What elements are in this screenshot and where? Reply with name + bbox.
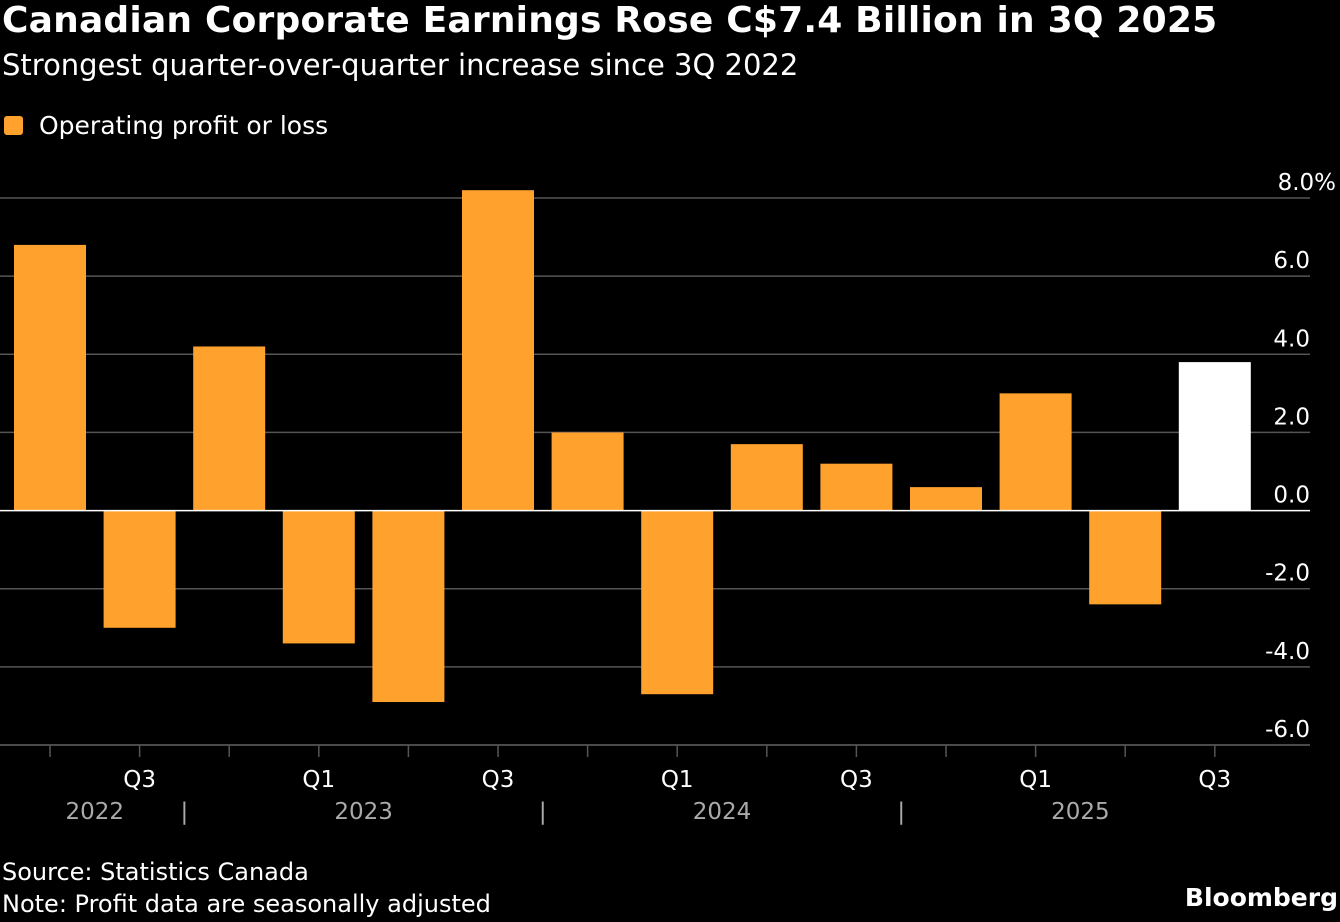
legend: Operating profit or loss [4, 111, 328, 140]
x-tick-label: Q3 [840, 767, 873, 793]
x-tick-label: Q1 [661, 767, 694, 793]
x-tick-label: Q3 [1198, 767, 1231, 793]
year-separator: | [181, 799, 189, 825]
year-separator: | [897, 799, 905, 825]
year-label: 2025 [1051, 799, 1110, 825]
chart-subtitle: Strongest quarter-over-quarter increase … [2, 48, 799, 82]
bar [1178, 362, 1251, 511]
year-label: 2022 [66, 799, 125, 825]
y-tick-label: -6.0 [1265, 717, 1310, 743]
y-tick-label: -4.0 [1265, 639, 1310, 665]
source-note: Source: Statistics Canada [2, 858, 309, 886]
x-tick-label: Q3 [123, 767, 156, 793]
y-tick-label: 2.0 [1273, 404, 1310, 430]
bar [193, 346, 266, 511]
bar [641, 510, 714, 695]
year-separator: | [539, 799, 547, 825]
footnote: Note: Profit data are seasonally adjuste… [2, 890, 491, 918]
bars [14, 190, 1251, 703]
bar [999, 393, 1072, 511]
x-tick-label: Q3 [482, 767, 515, 793]
y-tick-label: 4.0 [1273, 326, 1310, 352]
bar-chart: -6.0 -4.0 -2.0 0.0 2.0 4.0 6.0 8.0% Q3 Q1 Q3 Q1 Q3 Q1… [0, 170, 1336, 825]
bar [372, 510, 445, 703]
axes: -6.0 -4.0 -2.0 0.0 2.0 4.0 6.0 8.0% Q3 Q1 Q3 Q1 Q3 Q1… [0, 170, 1336, 825]
chart-title: Canadian Corporate Earnings Rose C$7.4 B… [2, 0, 1218, 41]
bar [730, 444, 803, 511]
y-tick-label: -2.0 [1265, 561, 1310, 587]
x-tick-label: Q1 [302, 767, 335, 793]
legend-swatch [4, 116, 23, 135]
y-tick-label: 8.0% [1278, 170, 1336, 196]
y-tick-label: 6.0 [1273, 248, 1310, 274]
bar [910, 487, 982, 511]
legend-label: Operating profit or loss [39, 111, 329, 140]
bar [820, 463, 893, 511]
bar [462, 190, 534, 511]
x-tick-label: Q1 [1019, 767, 1052, 793]
bar [1089, 510, 1162, 605]
y-tick-label: 0.0 [1273, 483, 1310, 509]
year-label: 2024 [693, 799, 752, 825]
bar [14, 244, 86, 511]
year-label: 2023 [334, 799, 393, 825]
bar [551, 432, 624, 511]
bloomberg-logo: Bloomberg [1184, 883, 1338, 912]
bar [103, 510, 176, 628]
bar [282, 510, 355, 644]
